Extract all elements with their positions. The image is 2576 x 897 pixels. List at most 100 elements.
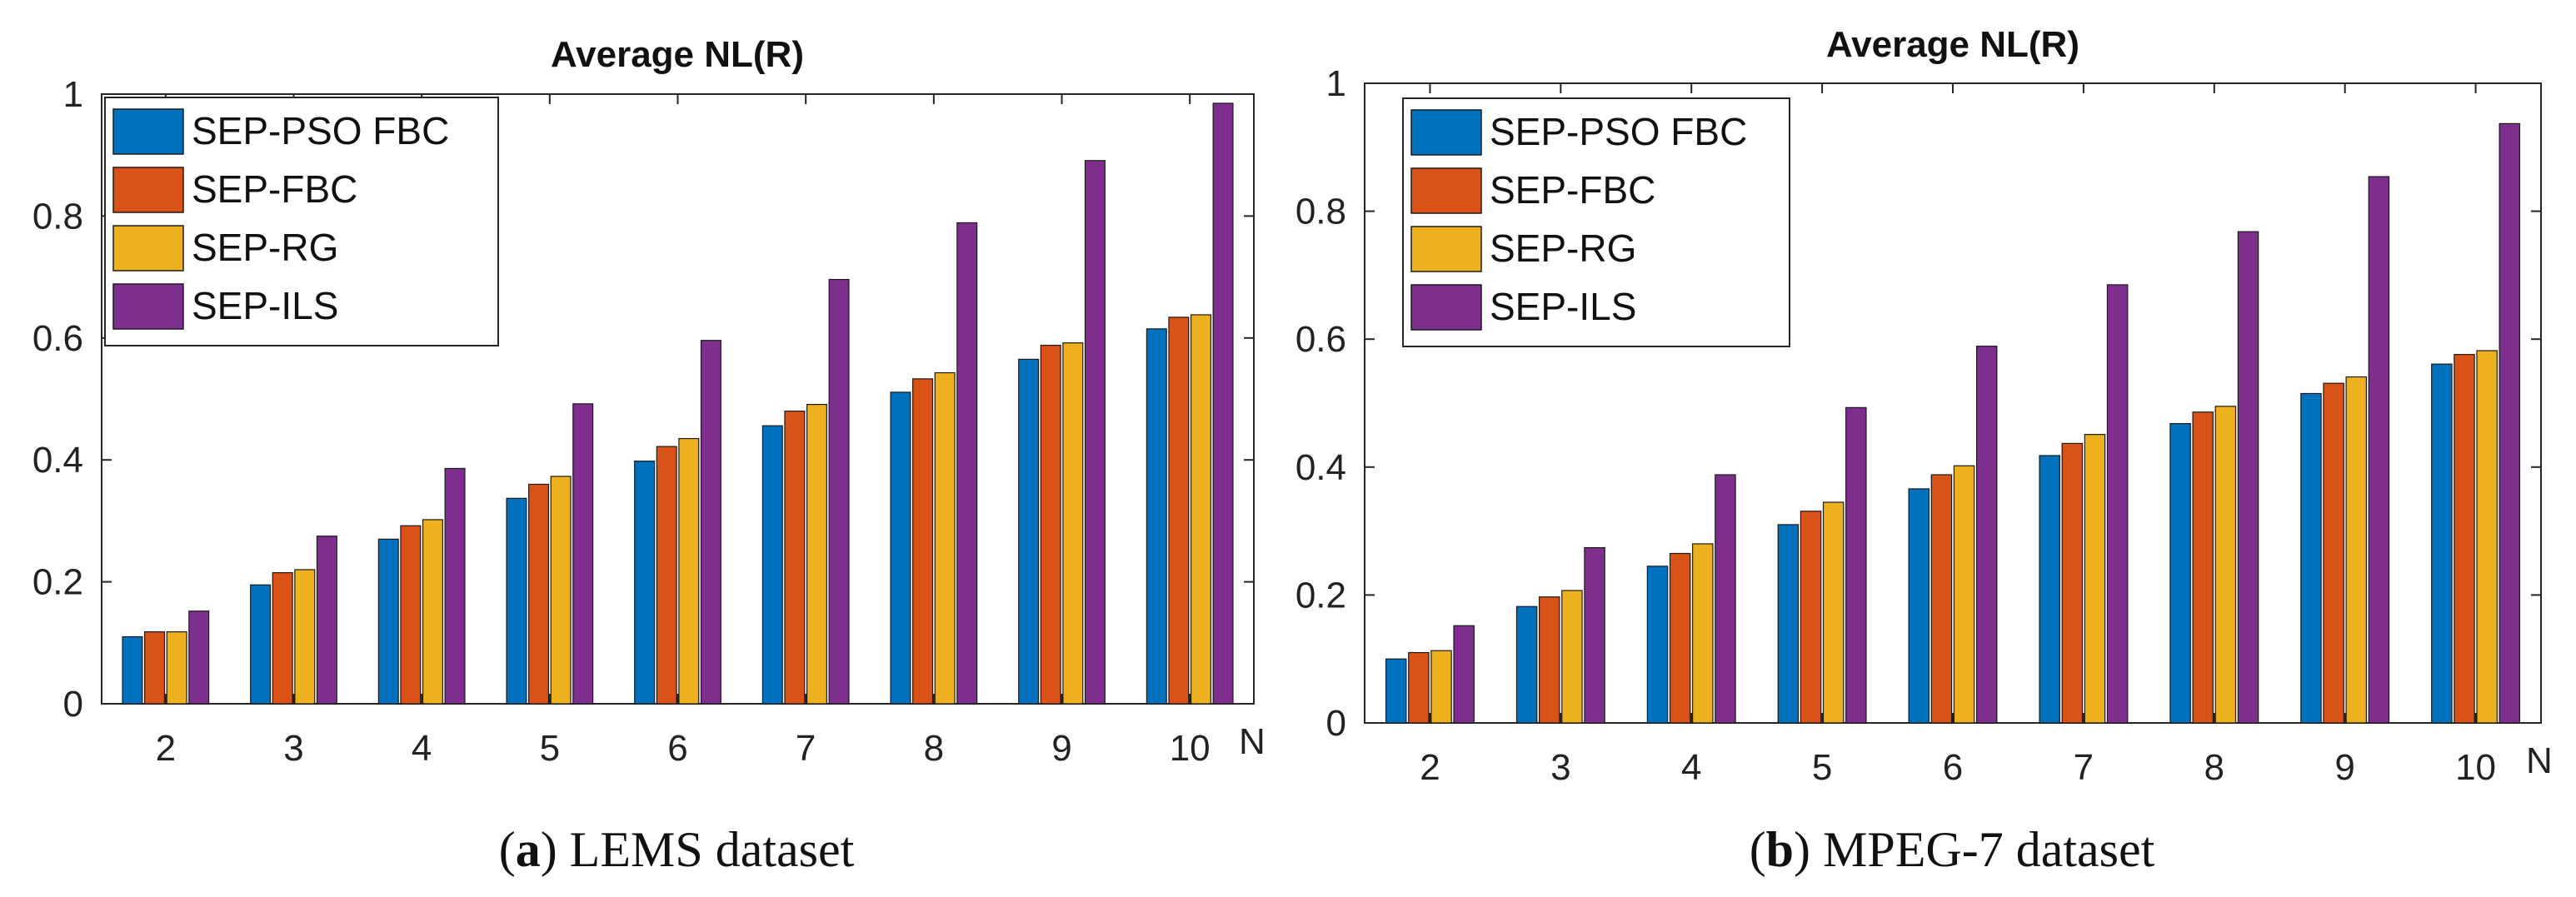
bar-sep-rg-n10 (2476, 350, 2498, 724)
bar-sep-rg-n3 (294, 569, 316, 705)
bar-sep-pso-fbc-n7 (761, 425, 783, 705)
bar-sep-ils-n2 (188, 610, 210, 705)
bar-sep-fbc-n9 (1040, 344, 1061, 705)
legend: SEP-PSO FBC SEP-FBC SEP-RG SEP-ILS (104, 97, 499, 346)
caption-close-paren: ) (1794, 822, 1823, 877)
chart-title: Average NL(R) (551, 34, 804, 75)
bar-sep-pso-fbc-n5 (1777, 524, 1800, 724)
bar-sep-ils-n10 (1212, 102, 1234, 705)
bar-sep-rg-n2 (1430, 650, 1452, 724)
legend-swatch-sep-fbc (1410, 167, 1482, 214)
bar-sep-pso-fbc-n4 (377, 538, 399, 705)
bar-sep-ils-n8 (956, 222, 978, 705)
bar-sep-rg-n8 (2214, 406, 2237, 724)
bar-sep-pso-fbc-n2 (1385, 658, 1407, 724)
bar-sep-ils-n9 (2368, 176, 2390, 724)
x-tick-label: 10 (2455, 747, 2496, 788)
legend-label-sep-rg: SEP-RG (192, 226, 338, 269)
x-tick-label: 3 (283, 728, 303, 769)
bar-sep-rg-n5 (1822, 501, 1845, 724)
bar-sep-pso-fbc-n3 (1515, 605, 1538, 724)
bar-sep-pso-fbc-n9 (2300, 392, 2322, 724)
bar-sep-pso-fbc-n7 (2039, 455, 2060, 724)
bar-sep-pso-fbc-n10 (2431, 363, 2453, 724)
bar-sep-pso-fbc-n6 (1908, 488, 1930, 724)
x-tick-label: 5 (1812, 747, 1832, 788)
caption-text: MPEG-7 dataset (1823, 822, 2155, 877)
chart-panel-2: Average NL(R) 0 0.2 0.4 0.6 0.8 1 2 3 4 5 6 7 8 9 10 N SE… (1295, 24, 2553, 877)
bar-sep-pso-fbc-n9 (1018, 358, 1040, 705)
bar-sep-pso-fbc-n4 (1646, 566, 1669, 724)
legend-swatch-sep-ils (112, 283, 184, 330)
y-tick-label: 0.4 (1295, 447, 1346, 488)
bar-sep-fbc-n10 (2454, 354, 2475, 724)
x-tick-label: 6 (1943, 747, 1963, 788)
y-tick-label: 1 (1326, 63, 1346, 104)
bar-sep-pso-fbc-n2 (122, 635, 143, 705)
bar-sep-rg-n8 (934, 371, 956, 705)
bar-sep-ils-n6 (700, 340, 721, 705)
bar-sep-pso-fbc-n10 (1146, 328, 1167, 705)
bar-sep-fbc-n3 (272, 572, 293, 705)
bar-sep-ils-n6 (1975, 346, 1998, 724)
bar-sep-ils-n5 (572, 403, 594, 705)
bar-sep-fbc-n9 (2323, 382, 2344, 724)
x-tick-label: 8 (2204, 747, 2224, 788)
figure-caption: (a) LEMS dataset (499, 822, 855, 877)
x-tick-label: 7 (796, 728, 816, 769)
figure-caption: (b) MPEG-7 dataset (1750, 822, 2155, 877)
legend-swatch-sep-pso-fbc (112, 108, 184, 155)
bar-sep-fbc-n6 (1930, 474, 1953, 724)
y-tick-label: 0.8 (32, 196, 83, 237)
y-tick-label: 0.2 (1295, 575, 1346, 615)
caption-close-paren: ) (541, 822, 570, 877)
bar-sep-pso-fbc-n5 (506, 497, 527, 705)
x-tick-label: 2 (156, 728, 176, 769)
x-tick-label: 3 (1550, 747, 1570, 788)
bar-sep-rg-n2 (166, 631, 187, 705)
chart-title: Average NL(R) (1826, 24, 2079, 65)
bar-sep-fbc-n2 (144, 631, 166, 705)
bar-sep-rg-n7 (2084, 434, 2106, 724)
y-tick-label: 0.2 (32, 562, 83, 603)
bar-sep-ils-n9 (1084, 160, 1106, 705)
bar-sep-ils-n7 (2106, 284, 2129, 724)
legend-swatch-sep-pso-fbc (1410, 109, 1482, 156)
bar-sep-fbc-n6 (656, 446, 677, 705)
legend-label-sep-rg: SEP-RG (1490, 227, 1636, 270)
x-tick-label: 4 (1681, 747, 1701, 788)
bar-sep-ils-n8 (2237, 231, 2259, 724)
legend-label-sep-pso-fbc: SEP-PSO FBC (1490, 110, 1747, 153)
bar-sep-fbc-n2 (1408, 651, 1430, 724)
caption-open-paren: ( (1750, 822, 1766, 877)
bar-sep-fbc-n3 (1539, 596, 1560, 724)
caption-open-paren: ( (499, 822, 516, 877)
legend-label-sep-fbc: SEP-FBC (192, 167, 357, 211)
bar-sep-rg-n9 (2345, 376, 2367, 724)
x-tick-label: 2 (1420, 747, 1440, 788)
chart-panel-1: Average NL(R) 0 0.2 0.4 0.6 0.8 1 2 3 4 5 6 7 8 9 10 N SE… (32, 34, 1266, 877)
bar-sep-fbc-n10 (1168, 316, 1190, 705)
bar-sep-fbc-n5 (1800, 511, 1822, 724)
bar-sep-rg-n5 (550, 476, 572, 705)
bar-sep-ils-n10 (2499, 122, 2521, 724)
bar-sep-fbc-n7 (784, 411, 806, 705)
bar-sep-pso-fbc-n8 (890, 391, 911, 705)
caption-letter: a (516, 822, 541, 877)
legend-label-sep-pso-fbc: SEP-PSO FBC (192, 109, 449, 152)
bar-sep-fbc-n8 (912, 378, 934, 705)
legend-label-sep-ils: SEP-ILS (192, 284, 338, 327)
bar-sep-ils-n4 (444, 467, 466, 705)
x-axis-label: N (1239, 721, 1266, 762)
x-tick-label: 10 (1170, 728, 1211, 769)
x-tick-label: 8 (924, 728, 944, 769)
bar-sep-pso-fbc-n8 (2169, 422, 2191, 724)
legend-label-sep-ils: SEP-ILS (1490, 285, 1636, 328)
bar-sep-ils-n7 (828, 278, 850, 705)
legend-swatch-sep-rg (112, 225, 184, 272)
bar-sep-ils-n3 (316, 536, 337, 705)
bar-sep-fbc-n5 (528, 483, 550, 705)
caption-text: LEMS dataset (570, 822, 855, 877)
bar-sep-rg-n4 (1692, 543, 1714, 724)
